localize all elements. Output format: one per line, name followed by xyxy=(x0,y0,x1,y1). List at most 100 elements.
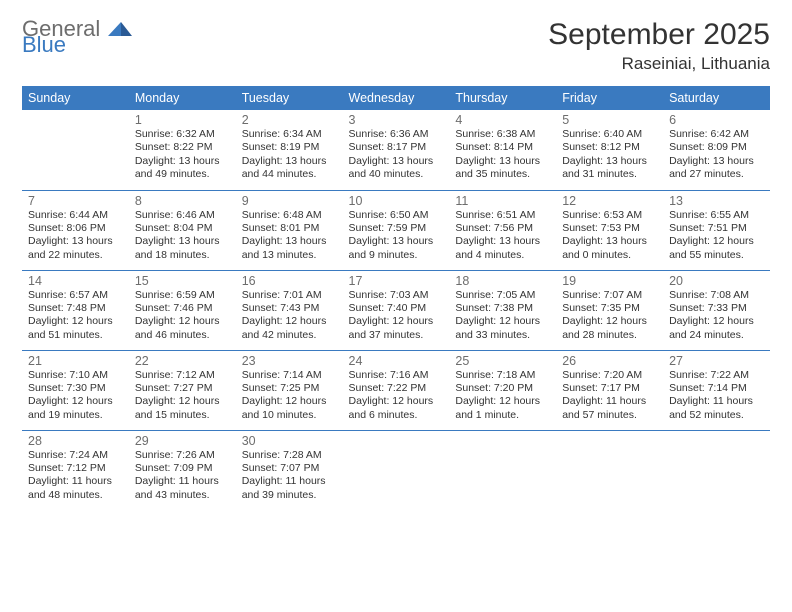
calendar-row: 28Sunrise: 7:24 AMSunset: 7:12 PMDayligh… xyxy=(22,430,770,510)
day-number: 22 xyxy=(135,354,230,368)
logo-triangle-icon xyxy=(108,18,132,36)
day-number: 28 xyxy=(28,434,123,448)
day-number: 17 xyxy=(349,274,444,288)
day-number: 7 xyxy=(28,194,123,208)
calendar-day-cell: 24Sunrise: 7:16 AMSunset: 7:22 PMDayligh… xyxy=(343,350,450,430)
calendar-day-cell: 27Sunrise: 7:22 AMSunset: 7:14 PMDayligh… xyxy=(663,350,770,430)
day-number: 8 xyxy=(135,194,230,208)
day-info: Sunrise: 6:34 AMSunset: 8:19 PMDaylight:… xyxy=(242,128,337,182)
day-number: 19 xyxy=(562,274,657,288)
day-info: Sunrise: 6:32 AMSunset: 8:22 PMDaylight:… xyxy=(135,128,230,182)
header: General Blue September 2025 Raseiniai, L… xyxy=(22,18,770,74)
calendar-day-cell: 23Sunrise: 7:14 AMSunset: 7:25 PMDayligh… xyxy=(236,350,343,430)
day-number: 18 xyxy=(455,274,550,288)
day-number: 6 xyxy=(669,113,764,127)
day-number: 27 xyxy=(669,354,764,368)
calendar-day-cell: 29Sunrise: 7:26 AMSunset: 7:09 PMDayligh… xyxy=(129,430,236,510)
day-info: Sunrise: 6:40 AMSunset: 8:12 PMDaylight:… xyxy=(562,128,657,182)
day-number: 20 xyxy=(669,274,764,288)
day-info: Sunrise: 7:18 AMSunset: 7:20 PMDaylight:… xyxy=(455,369,550,423)
calendar-day-cell: 19Sunrise: 7:07 AMSunset: 7:35 PMDayligh… xyxy=(556,270,663,350)
brand-logo: General Blue xyxy=(22,18,132,55)
day-number: 11 xyxy=(455,194,550,208)
day-number: 21 xyxy=(28,354,123,368)
day-number: 25 xyxy=(455,354,550,368)
day-number: 13 xyxy=(669,194,764,208)
day-number: 23 xyxy=(242,354,337,368)
calendar-day-cell: 12Sunrise: 6:53 AMSunset: 7:53 PMDayligh… xyxy=(556,190,663,270)
calendar-day-cell: 17Sunrise: 7:03 AMSunset: 7:40 PMDayligh… xyxy=(343,270,450,350)
calendar-row: 14Sunrise: 6:57 AMSunset: 7:48 PMDayligh… xyxy=(22,270,770,350)
title-block: September 2025 Raseiniai, Lithuania xyxy=(548,18,770,74)
day-info: Sunrise: 7:22 AMSunset: 7:14 PMDaylight:… xyxy=(669,369,764,423)
day-number: 16 xyxy=(242,274,337,288)
day-info: Sunrise: 7:20 AMSunset: 7:17 PMDaylight:… xyxy=(562,369,657,423)
day-number: 14 xyxy=(28,274,123,288)
day-info: Sunrise: 7:24 AMSunset: 7:12 PMDaylight:… xyxy=(28,449,123,503)
day-number: 9 xyxy=(242,194,337,208)
calendar-day-cell: 20Sunrise: 7:08 AMSunset: 7:33 PMDayligh… xyxy=(663,270,770,350)
day-info: Sunrise: 7:26 AMSunset: 7:09 PMDaylight:… xyxy=(135,449,230,503)
calendar-empty-cell xyxy=(22,110,129,190)
weekday-header: Sunday xyxy=(22,86,129,110)
day-number: 10 xyxy=(349,194,444,208)
calendar-day-cell: 30Sunrise: 7:28 AMSunset: 7:07 PMDayligh… xyxy=(236,430,343,510)
day-info: Sunrise: 7:01 AMSunset: 7:43 PMDaylight:… xyxy=(242,289,337,343)
calendar-row: 1Sunrise: 6:32 AMSunset: 8:22 PMDaylight… xyxy=(22,110,770,190)
weekday-header: Monday xyxy=(129,86,236,110)
weekday-header: Wednesday xyxy=(343,86,450,110)
day-number: 1 xyxy=(135,113,230,127)
day-number: 5 xyxy=(562,113,657,127)
day-number: 3 xyxy=(349,113,444,127)
calendar-day-cell: 2Sunrise: 6:34 AMSunset: 8:19 PMDaylight… xyxy=(236,110,343,190)
calendar-page: General Blue September 2025 Raseiniai, L… xyxy=(0,0,792,528)
calendar-day-cell: 26Sunrise: 7:20 AMSunset: 7:17 PMDayligh… xyxy=(556,350,663,430)
weekday-header: Thursday xyxy=(449,86,556,110)
day-number: 12 xyxy=(562,194,657,208)
calendar-day-cell: 13Sunrise: 6:55 AMSunset: 7:51 PMDayligh… xyxy=(663,190,770,270)
month-title: September 2025 xyxy=(548,18,770,52)
calendar-row: 21Sunrise: 7:10 AMSunset: 7:30 PMDayligh… xyxy=(22,350,770,430)
day-number: 24 xyxy=(349,354,444,368)
day-info: Sunrise: 7:03 AMSunset: 7:40 PMDaylight:… xyxy=(349,289,444,343)
calendar-day-cell: 6Sunrise: 6:42 AMSunset: 8:09 PMDaylight… xyxy=(663,110,770,190)
calendar-day-cell: 16Sunrise: 7:01 AMSunset: 7:43 PMDayligh… xyxy=(236,270,343,350)
calendar-day-cell: 14Sunrise: 6:57 AMSunset: 7:48 PMDayligh… xyxy=(22,270,129,350)
day-number: 29 xyxy=(135,434,230,448)
calendar-day-cell: 22Sunrise: 7:12 AMSunset: 7:27 PMDayligh… xyxy=(129,350,236,430)
day-info: Sunrise: 6:50 AMSunset: 7:59 PMDaylight:… xyxy=(349,209,444,263)
day-number: 15 xyxy=(135,274,230,288)
day-info: Sunrise: 6:55 AMSunset: 7:51 PMDaylight:… xyxy=(669,209,764,263)
calendar-day-cell: 4Sunrise: 6:38 AMSunset: 8:14 PMDaylight… xyxy=(449,110,556,190)
weekday-header: Friday xyxy=(556,86,663,110)
calendar-empty-cell xyxy=(449,430,556,510)
day-info: Sunrise: 7:10 AMSunset: 7:30 PMDaylight:… xyxy=(28,369,123,423)
logo-text: General Blue xyxy=(22,18,132,55)
day-info: Sunrise: 6:36 AMSunset: 8:17 PMDaylight:… xyxy=(349,128,444,182)
logo-word-blue: Blue xyxy=(22,32,66,57)
calendar-empty-cell xyxy=(556,430,663,510)
day-info: Sunrise: 6:48 AMSunset: 8:01 PMDaylight:… xyxy=(242,209,337,263)
day-info: Sunrise: 7:12 AMSunset: 7:27 PMDaylight:… xyxy=(135,369,230,423)
day-info: Sunrise: 7:28 AMSunset: 7:07 PMDaylight:… xyxy=(242,449,337,503)
calendar-day-cell: 8Sunrise: 6:46 AMSunset: 8:04 PMDaylight… xyxy=(129,190,236,270)
calendar-day-cell: 3Sunrise: 6:36 AMSunset: 8:17 PMDaylight… xyxy=(343,110,450,190)
calendar-day-cell: 18Sunrise: 7:05 AMSunset: 7:38 PMDayligh… xyxy=(449,270,556,350)
location-label: Raseiniai, Lithuania xyxy=(548,54,770,74)
calendar-day-cell: 25Sunrise: 7:18 AMSunset: 7:20 PMDayligh… xyxy=(449,350,556,430)
calendar-day-cell: 10Sunrise: 6:50 AMSunset: 7:59 PMDayligh… xyxy=(343,190,450,270)
day-number: 4 xyxy=(455,113,550,127)
day-info: Sunrise: 6:53 AMSunset: 7:53 PMDaylight:… xyxy=(562,209,657,263)
day-info: Sunrise: 6:38 AMSunset: 8:14 PMDaylight:… xyxy=(455,128,550,182)
day-info: Sunrise: 6:57 AMSunset: 7:48 PMDaylight:… xyxy=(28,289,123,343)
day-info: Sunrise: 6:44 AMSunset: 8:06 PMDaylight:… xyxy=(28,209,123,263)
day-info: Sunrise: 7:07 AMSunset: 7:35 PMDaylight:… xyxy=(562,289,657,343)
calendar-day-cell: 15Sunrise: 6:59 AMSunset: 7:46 PMDayligh… xyxy=(129,270,236,350)
day-info: Sunrise: 7:16 AMSunset: 7:22 PMDaylight:… xyxy=(349,369,444,423)
day-info: Sunrise: 7:05 AMSunset: 7:38 PMDaylight:… xyxy=(455,289,550,343)
day-info: Sunrise: 7:08 AMSunset: 7:33 PMDaylight:… xyxy=(669,289,764,343)
calendar-day-cell: 7Sunrise: 6:44 AMSunset: 8:06 PMDaylight… xyxy=(22,190,129,270)
day-info: Sunrise: 6:59 AMSunset: 7:46 PMDaylight:… xyxy=(135,289,230,343)
calendar-day-cell: 11Sunrise: 6:51 AMSunset: 7:56 PMDayligh… xyxy=(449,190,556,270)
calendar-day-cell: 1Sunrise: 6:32 AMSunset: 8:22 PMDaylight… xyxy=(129,110,236,190)
